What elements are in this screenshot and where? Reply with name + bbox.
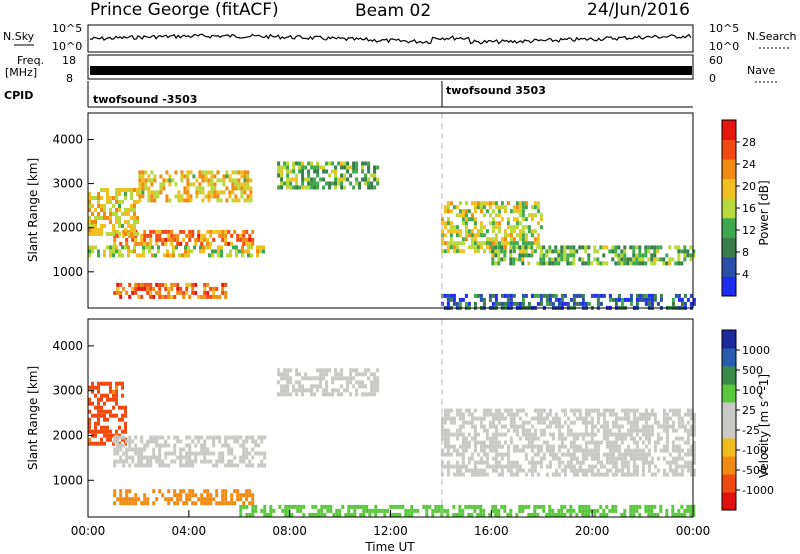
power-ylabel: Slant Range [km]	[26, 158, 40, 262]
colorbar-swatch	[722, 384, 736, 403]
beam-label: Beam 02	[355, 1, 431, 21]
y-tick-label: 1000	[52, 473, 83, 487]
colorbar-tick-label: 4	[742, 268, 749, 281]
x-tick-label: 04:00	[172, 524, 207, 538]
data-region	[113, 489, 255, 506]
colorbar-swatch	[722, 456, 736, 475]
colorbar-tick-label: -25	[742, 424, 760, 437]
colorbar-swatch	[722, 402, 736, 421]
colorbar-tick-label: 12	[742, 224, 756, 237]
nave-tick-high: 60	[709, 54, 723, 67]
velocity-xlabel: Time UT	[364, 540, 415, 554]
colorbar-swatch	[722, 438, 736, 457]
colorbar-swatch	[722, 420, 736, 439]
colorbar-swatch	[722, 139, 736, 160]
data-region	[88, 245, 265, 258]
y-tick-label: 1000	[52, 265, 83, 279]
colorbar-tick-label: -100	[742, 444, 767, 457]
colorbar-swatch	[722, 330, 736, 349]
freq-unit-label: [MHz]	[5, 66, 37, 79]
velocity-ylabel: Slant Range [km]	[26, 366, 40, 470]
noise-tick-low-left: 10^0	[52, 40, 82, 53]
colorbar-swatch	[722, 120, 736, 141]
colorbar-swatch	[722, 276, 736, 297]
x-tick-label: 20:00	[575, 524, 610, 538]
colorbar-tick-label: -500	[742, 464, 767, 477]
y-tick-label: 2000	[52, 221, 83, 235]
noise-tick-high-right: 10^5	[709, 22, 739, 35]
colorbar-swatch	[722, 237, 736, 258]
data-region	[277, 161, 380, 190]
data-region	[138, 170, 253, 203]
colorbar-tick-label: 8	[742, 246, 749, 259]
colorbar-tick-label: 24	[742, 158, 756, 171]
colorbar-swatch	[722, 348, 736, 367]
station-title: Prince George (fitACF)	[90, 0, 279, 20]
velocity-colorbar: -1000 -500 -100 -25 25 100 500 1000 Velocity [m…	[721, 329, 774, 511]
x-tick-label: 08:00	[272, 524, 307, 538]
colorbar-tick-label: 25	[742, 404, 756, 417]
data-region	[113, 282, 228, 299]
y-tick-label: 3000	[52, 177, 83, 191]
y-tick-label: 4000	[52, 132, 83, 146]
frequency-panel: Freq. [MHz] 18 8 60 0 Nave	[5, 54, 778, 85]
colorbar-swatch	[722, 256, 736, 277]
x-tick-label: 00:00	[676, 524, 711, 538]
colorbar-swatch	[722, 474, 736, 493]
freq-label: Freq.	[17, 54, 44, 67]
data-region	[88, 381, 127, 446]
noise-panel: N.Sky 10^5 10^0 10^5 10^0 N.Search	[3, 22, 797, 53]
power-colorbar-label: Power [dB]	[757, 180, 771, 245]
power-colorbar: 4 8 12 16 20 24 28 Power [dB]	[721, 119, 771, 297]
velocity-panel: 1000 2000 3000 4000 00:00 04:00 08:00 12:00 16:…	[26, 318, 711, 554]
y-tick-label: 2000	[52, 428, 83, 442]
x-tick-label: 00:00	[71, 524, 106, 538]
date-label: 24/Jun/2016	[587, 0, 690, 20]
freq-tick-high: 18	[62, 54, 76, 67]
y-tick-label: 4000	[52, 339, 83, 353]
colorbar-swatch	[722, 198, 736, 219]
colorbar-swatch	[722, 159, 736, 180]
colorbar-tick-label: 20	[742, 180, 756, 193]
colorbar-swatch	[722, 217, 736, 238]
colorbar-tick-label: 28	[742, 136, 756, 149]
nave-tick-low: 0	[709, 72, 716, 85]
cpid-label: CPID	[4, 89, 33, 102]
x-tick-label: 12:00	[373, 524, 408, 538]
y-tick-label: 3000	[52, 384, 83, 398]
data-region	[277, 368, 380, 397]
colorbar-tick-label: 100	[742, 384, 763, 397]
colorbar-tick-label: 16	[742, 202, 756, 215]
nsearch-label: N.Search	[747, 30, 797, 43]
power-panel: 1000 2000 3000 4000 Slant Range [km]	[26, 112, 696, 310]
nsky-label: N.Sky	[3, 30, 35, 43]
data-region	[491, 245, 696, 266]
colorbar-swatch	[722, 492, 736, 511]
velocity-colorbar-label: Velocity [m s^-1]	[757, 374, 771, 478]
data-region	[88, 188, 139, 236]
colorbar-tick-label: 1000	[742, 344, 770, 357]
nave-label: Nave	[747, 64, 775, 77]
colorbar-tick-label: -1000	[742, 484, 774, 497]
colorbar-swatch	[722, 178, 736, 199]
colorbar-swatch	[722, 366, 736, 385]
colorbar-tick-label: 500	[742, 364, 763, 377]
x-tick-label: 16:00	[474, 524, 509, 538]
freq-tick-low: 8	[66, 72, 73, 85]
noise-tick-low-right: 10^0	[709, 40, 739, 53]
data-region	[239, 504, 696, 517]
data-region	[113, 435, 267, 468]
cpid-mode-2: twofsound 3503	[446, 84, 546, 97]
cpid-panel: CPID twofsound -3503 twofsound 3503	[4, 81, 693, 108]
cpid-mode-1: twofsound -3503	[93, 93, 197, 106]
noise-tick-high-left: 10^5	[52, 22, 82, 35]
